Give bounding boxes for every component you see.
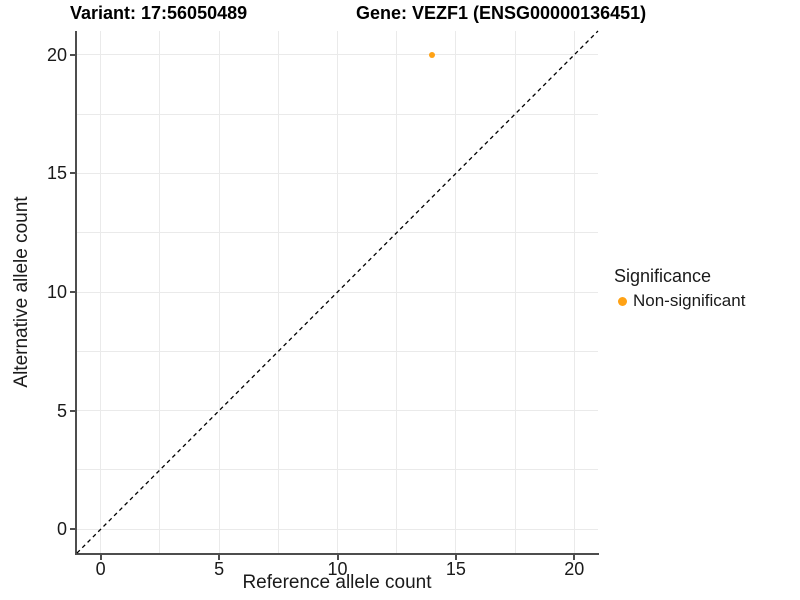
legend-point-icon [618,296,627,306]
y-tick-label: 0 [56,519,67,540]
x-tick-label: 15 [445,559,466,579]
y-tick [70,172,75,175]
gridline-vertical [514,31,516,553]
x-tick [454,555,457,560]
legend-item: Non-significant [614,291,745,311]
y-tick-label: 10 [46,282,67,302]
legend-title: Significance [614,266,712,286]
y-tick [70,53,75,56]
gridline-horizontal [77,232,598,234]
x-axis-line [75,553,599,555]
legend: Significance Non-significant [614,266,745,311]
gridline-horizontal [77,113,598,115]
data-point [429,51,436,58]
x-tick-label: 5 [214,559,225,579]
gridline-horizontal [77,172,598,174]
gridline-vertical [573,31,575,553]
x-tick [336,555,339,560]
x-tick [573,555,576,560]
x-tick [218,555,221,560]
gridline-vertical [455,31,457,553]
y-axis-line [75,31,77,555]
plot-title-gene: Gene: VEZF1 (ENSG00000136451) [356,3,647,23]
y-axis-title: Alternative allele count [11,196,32,388]
y-tick-label: 20 [46,44,67,65]
y-tick [70,409,75,412]
legend-item-label: Non-significant [633,291,746,310]
x-tick-label: 10 [327,559,348,579]
identity-line [76,30,599,554]
y-tick-label: 5 [56,400,67,421]
y-tick [70,528,75,531]
y-tick [70,291,75,293]
x-axis-title: Reference allele count [242,572,432,593]
x-tick-label: 20 [564,559,585,579]
x-tick-label: 0 [95,559,106,579]
gridline-horizontal [77,54,598,56]
x-tick [99,555,102,560]
plot-title-variant: Variant: 17:56050489 [70,3,248,23]
y-tick-label: 15 [46,163,67,184]
gridline-vertical [396,31,398,553]
